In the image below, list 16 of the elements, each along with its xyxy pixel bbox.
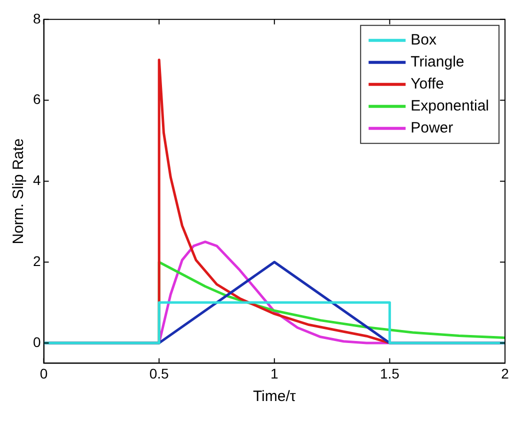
legend-label: Triangle [410,54,464,71]
x-tick-label: 1 [270,365,278,382]
legend-label: Power [410,120,454,137]
y-tick-label: 8 [32,10,41,26]
x-tick-label: 1.5 [380,365,400,382]
legend-label: Exponential [410,98,490,115]
y-axis-title: Norm. Slip Rate [10,138,28,244]
y-tick-label: 6 [32,91,41,108]
y-tick-label: 0 [32,334,41,350]
legend-label: Yoffe [410,76,444,93]
legend-label: Box [410,32,437,49]
y-tick-label: 2 [32,252,41,269]
x-tick-label: 0.5 [149,365,170,382]
x-tick-label: 2 [501,365,510,382]
x-axis-title: Time/τ [252,388,296,406]
y-tick-label: 4 [32,172,41,188]
